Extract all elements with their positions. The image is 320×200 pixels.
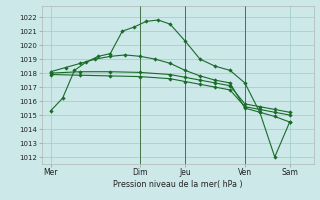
X-axis label: Pression niveau de la mer( hPa ): Pression niveau de la mer( hPa ) [113, 180, 243, 189]
